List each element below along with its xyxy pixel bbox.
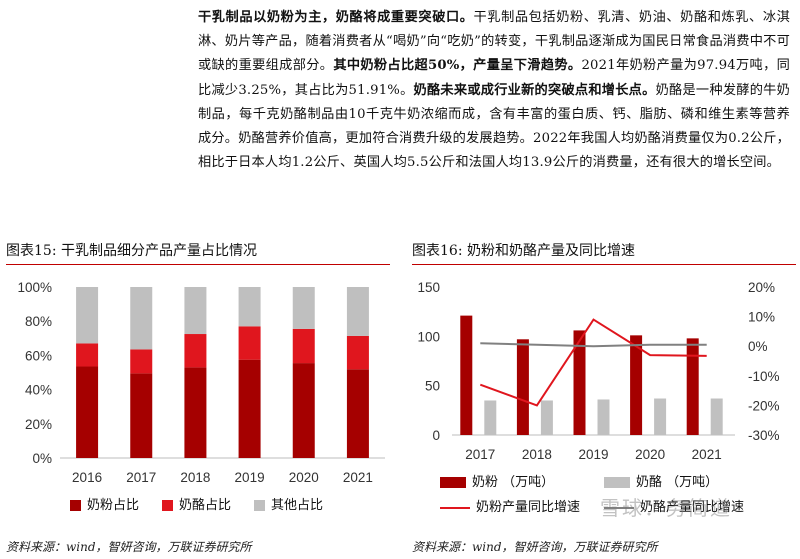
bar-segment — [292, 328, 315, 364]
legend-item-milk-powder-growth: 奶粉产量同比增速 — [440, 499, 580, 517]
x-tick-label: 2016 — [72, 470, 102, 485]
bar — [573, 330, 586, 435]
headline-sentence: 干乳制品以奶粉为主，奶酪将成重要突破口。 — [198, 10, 474, 25]
bar-segment — [76, 287, 99, 344]
series-line — [480, 342, 707, 348]
y-tick-label: 80% — [25, 314, 52, 329]
x-tick-label: 2021 — [343, 470, 373, 485]
x-tick-label: 2017 — [465, 447, 495, 462]
legend-swatch — [254, 500, 265, 511]
bar-segment — [346, 335, 369, 370]
figure16-legend: 奶粉 （万吨） 奶酪 （万吨） 奶粉产量同比增速 奶酪产量同比增速 — [440, 474, 795, 522]
bar-segment — [238, 359, 261, 458]
bar — [630, 335, 643, 435]
bar-segment — [184, 334, 207, 368]
figure15-title-rule — [6, 264, 390, 265]
bar-segment — [292, 287, 315, 329]
bar-segment — [238, 287, 261, 327]
bar-segment — [184, 287, 207, 335]
legend-item-other-share: 其他占比 — [254, 497, 323, 515]
bar-segment — [76, 343, 99, 367]
bar — [484, 400, 497, 435]
y-right-tick-label: 0% — [748, 339, 768, 354]
legend-item-cheese-growth: 奶酪产量同比增速 — [604, 499, 744, 517]
bar-segment — [292, 363, 315, 458]
highlight-sentence: 奶酪未来或成行业新的突破点和增长点。 — [413, 82, 656, 98]
figure16-source: 资料来源：wind，智妍咨询，万联证券研究所 — [412, 540, 658, 554]
legend-swatch — [440, 506, 470, 509]
y-left-tick-label: 0 — [432, 428, 440, 443]
highlight-sentence: 其中奶粉占比超50%，产量呈下滑趋势。 — [333, 58, 582, 74]
legend-swatch — [604, 506, 634, 509]
x-tick-label: 2021 — [692, 447, 722, 462]
body-sentence: 奶酪是一种发酵的牛奶制品，每千克奶酪制品由10千克牛奶浓缩而成，含有丰富的蛋白质… — [198, 82, 790, 171]
legend-label: 奶酪产量同比增速 — [640, 500, 745, 515]
figure16-title-rule — [412, 264, 796, 265]
y-left-tick-label: 150 — [417, 280, 440, 295]
bar — [516, 339, 529, 435]
series-line — [479, 318, 707, 407]
x-tick-label: 2018 — [180, 470, 210, 485]
y-right-tick-label: 10% — [748, 310, 775, 325]
x-tick-label: 2020 — [635, 447, 665, 462]
y-left-tick-label: 100 — [417, 329, 440, 344]
legend-item-cheese-share: 奶酪占比 — [162, 497, 231, 515]
legend-item-cheese-output: 奶酪 （万吨） — [604, 474, 718, 492]
y-tick-label: 20% — [25, 417, 52, 432]
legend-label: 奶粉 （万吨） — [472, 475, 555, 490]
legend-label: 奶粉产量同比增速 — [476, 500, 581, 515]
body-sentence: 干乳制品包括奶粉、乳清、奶油、奶酪和炼乳、冰淇淋、奶片等产品，随着消费者从“喝奶… — [198, 10, 790, 74]
bar-segment — [76, 366, 99, 458]
legend-label: 奶酪 （万吨） — [636, 475, 719, 490]
figure15-chart: 0% 20% 40% 60% 80% 100% 2016 2017 2018 2019 2020 20… — [17, 280, 385, 485]
y-tick-label: 40% — [25, 383, 52, 398]
figure16-title: 图表16: 奶粉和奶酪产量及同比增速 — [412, 243, 635, 259]
bar — [460, 315, 473, 435]
bar — [597, 399, 610, 435]
y-left-tick-label: 50 — [425, 379, 440, 394]
article-paragraph: 干乳制品以奶粉为主，奶酪将成重要突破口。干乳制品包括奶粉、乳清、奶油、奶酪和炼乳… — [198, 6, 790, 175]
figure16-chart: 0 50 100 150 -30% -20% -10% 0% 10% 20% 2017 2018 201… — [417, 280, 780, 462]
legend-item-milk-powder-output: 奶粉 （万吨） — [440, 474, 554, 492]
y-tick-label: 100% — [17, 280, 52, 295]
x-tick-label: 2019 — [578, 447, 608, 462]
legend-swatch — [162, 500, 173, 511]
y-tick-label: 0% — [32, 451, 52, 466]
y-right-tick-label: -30% — [748, 428, 780, 443]
figure15-title: 图表15: 干乳制品细分产品产量占比情况 — [6, 243, 257, 259]
bar — [540, 400, 553, 435]
bar — [654, 398, 667, 435]
legend-label: 奶粉占比 — [87, 498, 140, 513]
x-tick-label: 2020 — [289, 470, 319, 485]
body-sentence: 2021年奶粉产量为97.94万吨，同比减少3.25%，其占比为51.91%。 — [198, 58, 791, 98]
bar-segment — [238, 326, 261, 360]
y-right-tick-label: 20% — [748, 280, 775, 295]
figure15-source: 资料来源：wind，智妍咨询，万联证券研究所 — [6, 540, 252, 554]
bar — [686, 338, 699, 435]
figure15-legend: 奶粉占比 奶酪占比 其他占比 — [70, 497, 400, 517]
x-tick-label: 2018 — [522, 447, 552, 462]
bar-segment — [346, 287, 369, 336]
y-right-tick-label: -20% — [748, 398, 780, 413]
legend-label: 奶酪占比 — [179, 498, 232, 513]
bar-segment — [130, 373, 153, 458]
x-tick-label: 2019 — [235, 470, 265, 485]
bar-segment — [130, 287, 153, 350]
bar-segment — [130, 349, 153, 374]
y-tick-label: 60% — [25, 348, 52, 363]
bar-segment — [346, 369, 369, 458]
legend-swatch — [604, 477, 630, 488]
legend-item-milk-powder-share: 奶粉占比 — [70, 497, 139, 515]
legend-swatch — [70, 500, 81, 511]
x-tick-label: 2017 — [126, 470, 156, 485]
bar-segment — [184, 367, 207, 458]
watermark: 雪球：务简道 — [600, 496, 732, 520]
legend-label: 其他占比 — [271, 498, 324, 513]
y-right-tick-label: -10% — [748, 369, 780, 384]
bar — [710, 398, 723, 435]
legend-swatch — [440, 477, 466, 488]
